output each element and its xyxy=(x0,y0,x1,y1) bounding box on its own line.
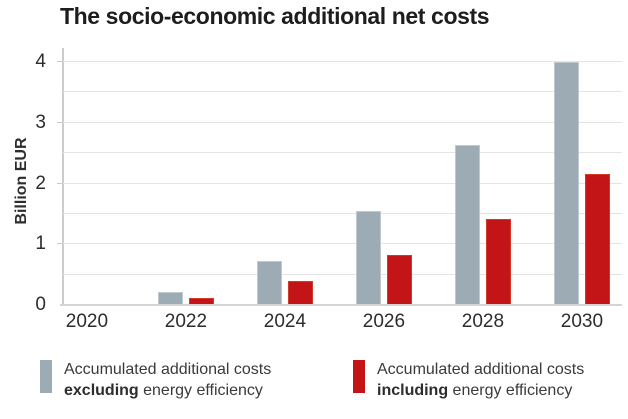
y-axis-line xyxy=(62,48,64,305)
legend-text-suffix: energy efficiency xyxy=(138,382,263,399)
y-axis-tick xyxy=(57,121,62,123)
bar-excluding-2024 xyxy=(256,260,282,305)
legend-label-excluding: Accumulated additional costs excluding e… xyxy=(64,359,271,401)
gridline xyxy=(63,121,622,123)
legend-text-bold: including xyxy=(377,382,449,399)
plot-area xyxy=(57,44,622,305)
gridline xyxy=(63,152,622,154)
y-tick-label: 4 xyxy=(35,51,46,72)
legend-text-suffix: energy efficiency xyxy=(448,382,573,399)
x-tick-label: 2026 xyxy=(362,311,406,332)
y-axis-tick xyxy=(57,61,62,62)
legend-label-including: Accumulated additional costs including e… xyxy=(377,359,584,401)
legend-text-prefix: Accumulated additional costs xyxy=(64,361,272,378)
y-tick-label: 1 xyxy=(35,233,46,255)
legend-swatch-excluding xyxy=(40,360,52,393)
y-tick-label: 2 xyxy=(35,172,46,194)
bar-excluding-2026 xyxy=(355,210,381,305)
y-tick-label: 3 xyxy=(35,111,46,133)
gridline xyxy=(63,182,622,184)
chart-title: The socio-economic additional net costs xyxy=(60,3,490,29)
bar-including-2024 xyxy=(288,280,314,305)
x-tick-label: 2030 xyxy=(560,311,604,332)
bar-excluding-2030 xyxy=(553,62,579,305)
legend-swatch-including xyxy=(353,360,365,393)
bar-excluding-2022 xyxy=(157,291,183,305)
gridline xyxy=(63,273,622,275)
x-tick-label: 2028 xyxy=(461,311,505,332)
x-tick-label: 2024 xyxy=(263,311,307,332)
gridline xyxy=(63,61,622,62)
y-axis-tick-labels: 0 1 2 3 4 xyxy=(0,44,48,315)
bar-including-2026 xyxy=(387,255,413,305)
legend: Accumulated additional costs excluding e… xyxy=(0,356,628,408)
y-axis-tick xyxy=(57,243,62,245)
gridline xyxy=(63,243,622,245)
x-tick-label: 2022 xyxy=(164,311,208,332)
bar-including-2028 xyxy=(486,219,512,305)
gridline xyxy=(63,212,622,214)
gridline xyxy=(63,91,622,93)
x-tick-label: 2020 xyxy=(65,311,109,332)
legend-text-prefix: Accumulated additional costs xyxy=(377,361,585,378)
y-tick-label: 0 xyxy=(35,294,46,315)
bar-including-2030 xyxy=(585,174,611,305)
y-axis-tick xyxy=(57,182,62,184)
x-axis-line xyxy=(60,304,622,306)
legend-text-bold: excluding xyxy=(64,382,139,399)
x-axis-tick-labels: 2020 2022 2024 2026 2028 2030 xyxy=(62,311,622,335)
bar-excluding-2028 xyxy=(454,145,480,305)
